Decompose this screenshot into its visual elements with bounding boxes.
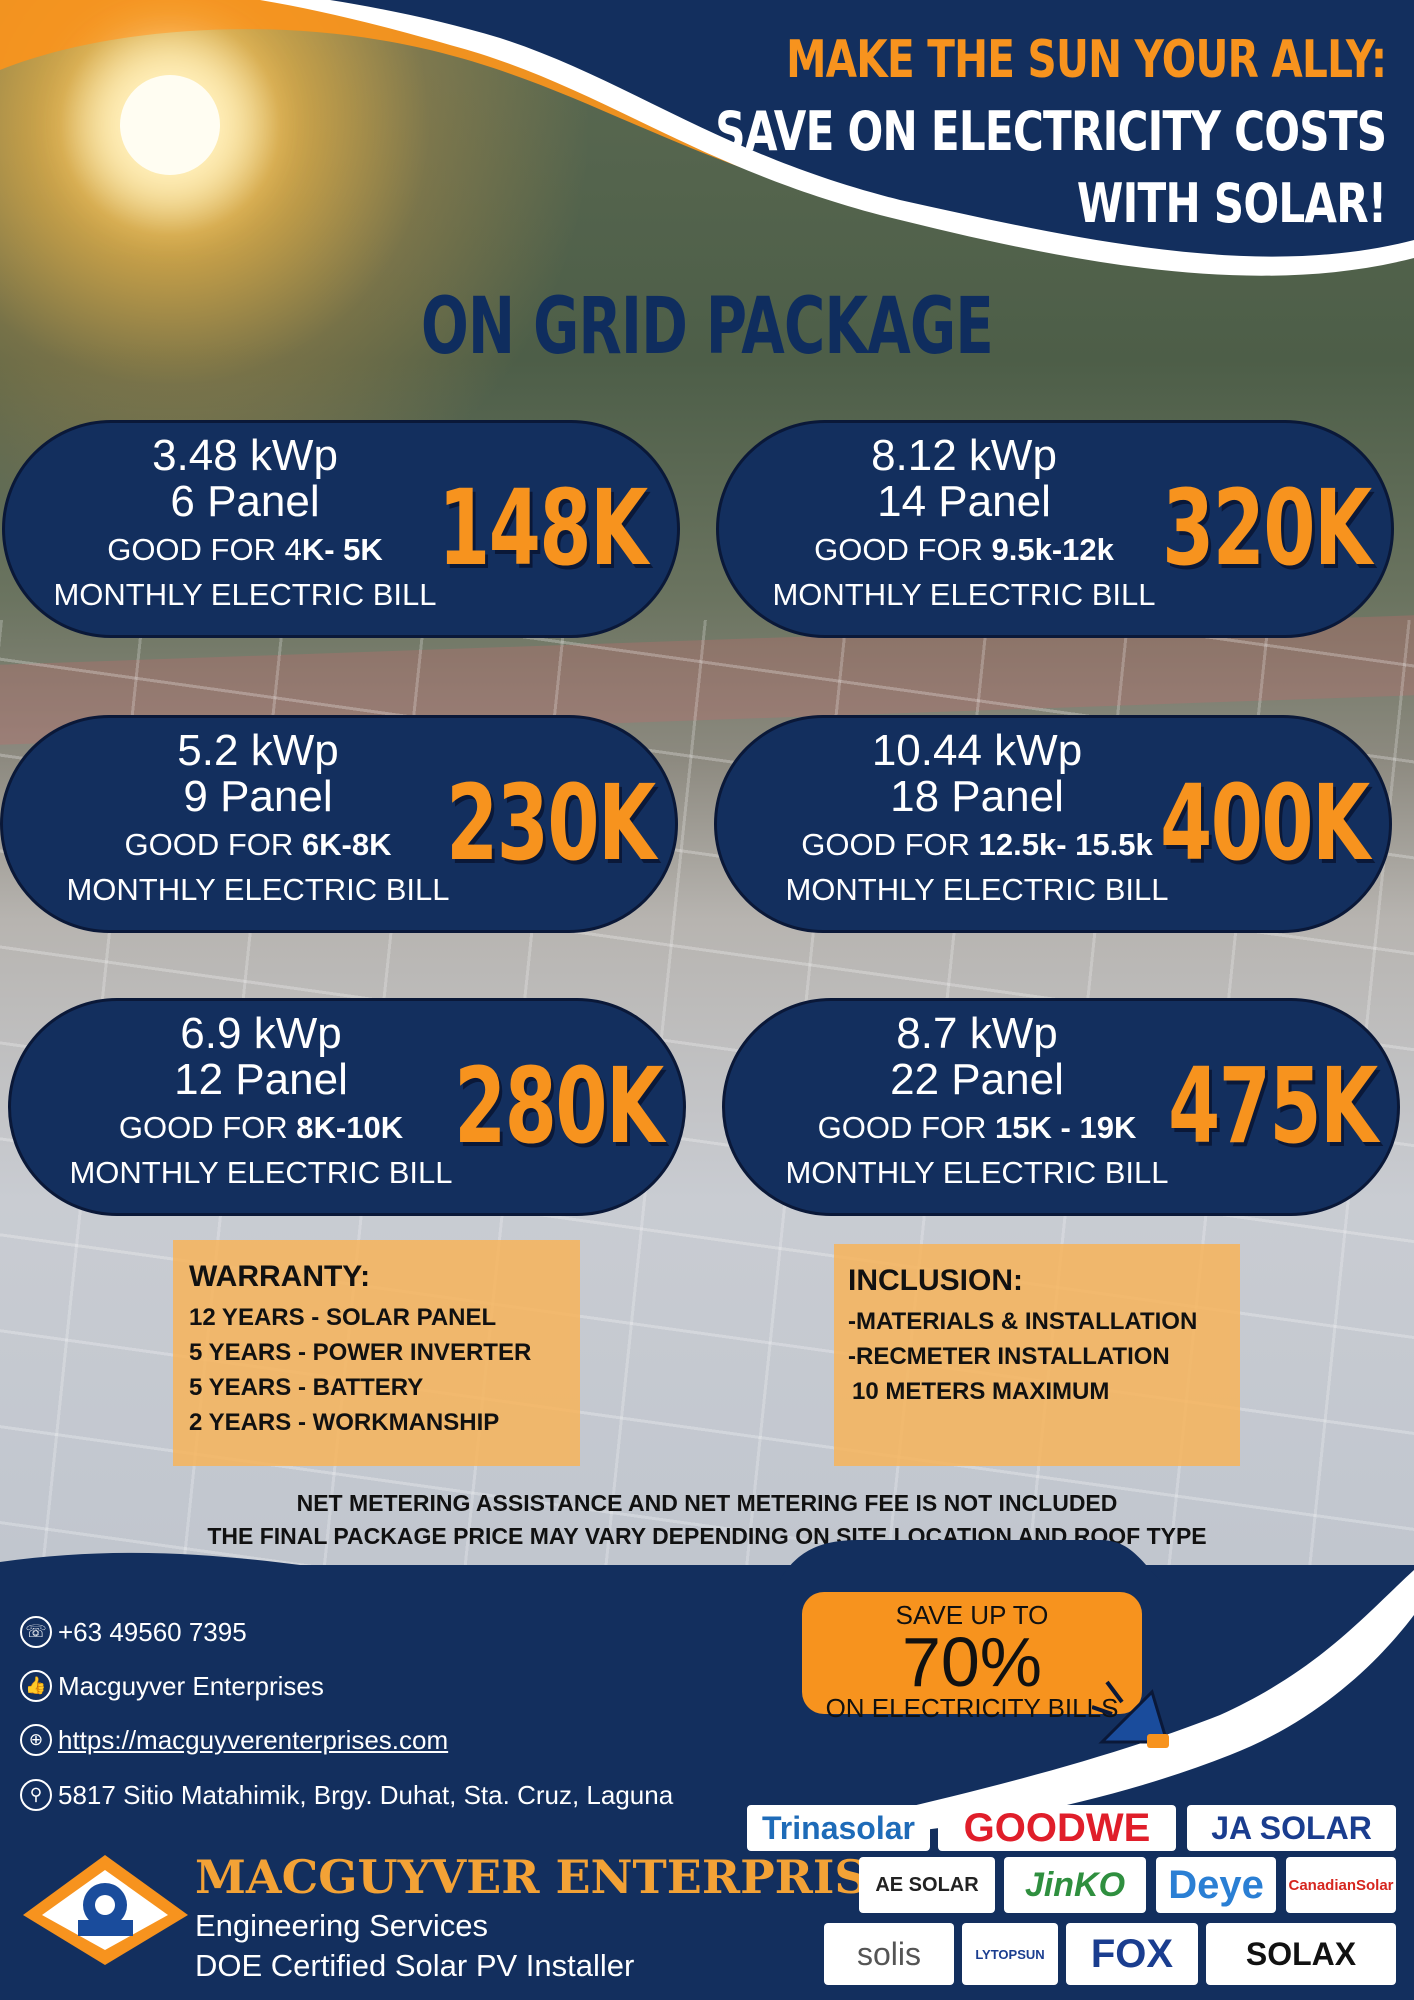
package-panels: 6 Panel [170,477,320,526]
solax-logo: SOLAX [1206,1923,1396,1985]
savings-badge: SAVE UP TO 70% ON ELECTRICITY BILLS [802,1592,1142,1723]
contact-website[interactable]: ⊕ https://macguyverenterprises.com [20,1724,448,1756]
warranty-item: 5 YEARS - POWER INVERTER [189,1339,532,1366]
package-panels: 22 Panel [890,1055,1064,1104]
package-kwp: 6.9 kWp [180,1009,342,1058]
inclusion-title: INCLUSION: [848,1264,1023,1297]
company-logo [23,1855,188,1965]
company-tagline-1: Engineering Services [195,1908,488,1943]
headline-line-3: WITH SOLAR! [1076,172,1387,235]
package-kwp: 3.48 kWp [152,431,338,480]
deye-logo: Deye [1156,1857,1276,1913]
package-good-for: GOOD FOR 6K-8K [124,827,392,862]
package-bill-label: MONTHLY ELECTRIC BILL [53,577,437,612]
package-kwp: 10.44 kWp [871,726,1083,775]
sun-glow [120,75,220,175]
package-price: 320K [1162,467,1372,589]
company-tagline-2: DOE Certified Solar PV Installer [195,1948,635,1983]
package-price: 230K [446,762,656,884]
lytopsun-logo: LYTOPSUN [962,1923,1058,1985]
package-card: 5.2 kWp 9 Panel GOOD FOR 6K-8K MONTHLY E… [0,715,678,933]
globe-icon: ⊕ [20,1724,52,1756]
phone-icon: ☏ [20,1616,52,1648]
package-good-for: GOOD FOR 12.5k- 15.5k [801,827,1153,862]
package-card: 8.12 kWp 14 Panel GOOD FOR 9.5k-12k MONT… [716,420,1394,638]
package-kwp: 5.2 kWp [177,726,339,775]
headline-line-2: SAVE ON ELECTRICITY COSTS [714,100,1387,163]
package-bill-label: MONTHLY ELECTRIC BILL [66,872,450,907]
package-panels: 9 Panel [183,772,333,821]
thumbs-up-icon: 👍 [20,1670,52,1702]
contact-address: ⚲ 5817 Sitio Matahimik, Brgy. Duhat, Sta… [20,1779,673,1811]
warranty-title: WARRANTY: [189,1260,371,1293]
contact-facebook[interactable]: 👍 Macguyver Enterprises [20,1670,324,1702]
package-panels: 14 Panel [877,477,1051,526]
package-price: 400K [1160,762,1370,884]
warranty-item: 2 YEARS - WORKMANSHIP [189,1409,500,1436]
package-panels: 12 Panel [174,1055,348,1104]
ae-solar-logo: AE SOLAR [859,1857,995,1913]
headline: MAKE THE SUN YOUR ALLY: SAVE ON ELECTRIC… [714,24,1387,240]
package-price: 280K [454,1045,664,1167]
package-title: ON GRID PACKAGE [420,282,994,372]
package-kwp: 8.7 kWp [896,1009,1058,1058]
package-good-for: GOOD FOR 4K- 5K [107,532,383,567]
goodwe-logo: GOODWE [938,1805,1176,1851]
package-card: 3.48 kWp 6 Panel GOOD FOR 4K- 5K MONTHLY… [2,420,680,638]
warranty-box: WARRANTY: 12 YEARS - SOLAR PANEL 5 YEARS… [173,1240,580,1466]
package-card: 8.7 kWp 22 Panel GOOD FOR 15K - 19K MONT… [722,998,1400,1216]
package-panels: 18 Panel [890,772,1064,821]
package-bill-label: MONTHLY ELECTRIC BILL [785,872,1169,907]
headline-line-1: MAKE THE SUN YOUR ALLY: [785,30,1387,90]
company-name: MACGUYVER ENTERPRISES [195,1850,936,1904]
package-card: 10.44 kWp 18 Panel GOOD FOR 12.5k- 15.5k… [714,715,1392,933]
contact-phone[interactable]: ☏ +63 49560 7395 [20,1616,247,1648]
location-pin-icon: ⚲ [20,1779,52,1811]
package-price: 475K [1168,1045,1378,1167]
fox-ess-logo: FOX [1066,1923,1198,1985]
megaphone-icon [1092,1680,1170,1748]
inclusion-box: INCLUSION: -MATERIALS & INSTALLATION -RE… [834,1244,1240,1466]
ja-solar-logo: JA SOLAR [1187,1805,1396,1851]
canadian-solar-logo: CanadianSolar [1286,1857,1396,1913]
package-good-for: GOOD FOR 15K - 19K [817,1110,1137,1145]
savings-percent: 70% [901,1623,1043,1701]
header-wave [0,0,1414,276]
jinko-logo: JinKO [1004,1857,1146,1913]
package-bill-label: MONTHLY ELECTRIC BILL [69,1155,453,1190]
package-kwp: 8.12 kWp [871,431,1057,480]
inclusion-item: 10 METERS MAXIMUM [852,1378,1110,1405]
warranty-item: 5 YEARS - BATTERY [189,1374,424,1401]
package-good-for: GOOD FOR 9.5k-12k [814,532,1114,567]
company-block: MACGUYVER ENTERPRISES Engineering Servic… [195,1848,936,1986]
inclusion-item: -MATERIALS & INSTALLATION [848,1308,1198,1335]
savings-line-1: SAVE UP TO [895,1600,1049,1630]
package-card: 6.9 kWp 12 Panel GOOD FOR 8K-10K MONTHLY… [8,998,686,1216]
inclusion-item: -RECMETER INSTALLATION [848,1343,1170,1370]
trinasolar-logo: Trinasolar [747,1805,930,1851]
warranty-item: 12 YEARS - SOLAR PANEL [189,1304,497,1331]
package-bill-label: MONTHLY ELECTRIC BILL [772,577,1156,612]
package-good-for: GOOD FOR 8K-10K [118,1110,404,1145]
disclaimer-line-1: NET METERING ASSISTANCE AND NET METERING… [296,1490,1118,1516]
website-link[interactable]: https://macguyverenterprises.com [58,1724,449,1755]
package-price: 148K [438,467,648,589]
savings-line-2: ON ELECTRICITY BILLS [825,1693,1119,1723]
solis-logo: solis [824,1923,954,1985]
package-bill-label: MONTHLY ELECTRIC BILL [785,1155,1169,1190]
